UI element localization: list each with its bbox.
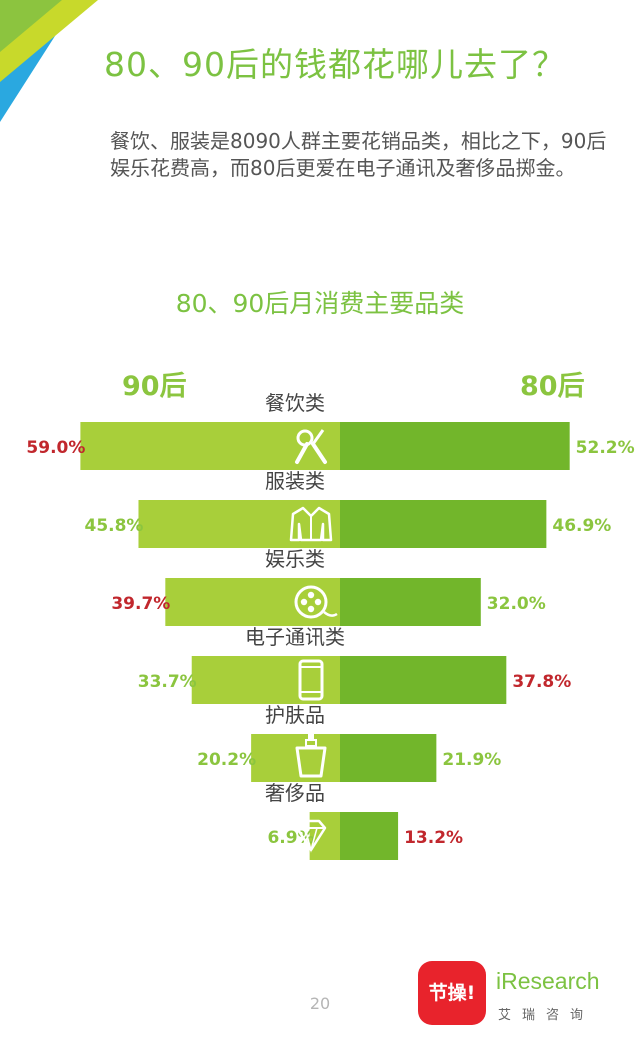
page-title: 80、90后的钱都花哪儿去了？ xyxy=(104,45,566,84)
bar-80s xyxy=(340,500,547,548)
value-label-80s: 32.0% xyxy=(487,594,546,614)
cosmetics-jar-icon xyxy=(295,734,327,778)
category-label: 娱乐类 xyxy=(265,547,325,571)
bar-90s xyxy=(165,578,340,626)
value-label-80s: 13.2% xyxy=(404,828,463,848)
phone-icon xyxy=(298,659,324,701)
jacket-icon xyxy=(289,506,333,542)
value-label-90s: 45.8% xyxy=(84,516,143,536)
chart-title: 80、90后月消费主要品类 xyxy=(175,289,465,318)
diamond-icon xyxy=(295,819,327,853)
bar-90s xyxy=(80,422,341,470)
category-label: 餐饮类 xyxy=(265,391,325,415)
value-label-90s: 33.7% xyxy=(138,672,197,692)
left-group-label: 90后 xyxy=(122,371,187,402)
bar-90s xyxy=(251,734,340,782)
value-label-90s: 6.9% xyxy=(267,828,314,848)
value-label-90s: 39.7% xyxy=(111,594,170,614)
iresearch-logo: iResearch 艾瑞咨询 xyxy=(496,962,636,1026)
bar-80s xyxy=(340,578,481,626)
category-label: 电子通讯类 xyxy=(245,625,345,649)
page-number: 20 xyxy=(309,994,331,1013)
value-label-80s: 21.9% xyxy=(442,750,501,770)
intro-text: 餐饮、服装是8090人群主要花销品类，相比之下，90后娱乐花费高，而80后更爱在… xyxy=(110,129,607,180)
value-label-80s: 37.8% xyxy=(512,672,571,692)
value-label-90s: 20.2% xyxy=(197,750,256,770)
iresearch-logo-cn: 艾瑞咨询 xyxy=(498,1008,595,1023)
fork-knife-icon xyxy=(295,429,327,464)
bar-80s xyxy=(340,812,399,860)
value-label-80s: 52.2% xyxy=(576,438,635,458)
value-label-90s: 59.0% xyxy=(26,438,85,458)
bar-80s xyxy=(340,422,570,470)
right-group-label: 80后 xyxy=(520,371,585,402)
category-label: 护肤品 xyxy=(265,703,325,727)
film-reel-icon xyxy=(294,585,338,619)
jiecao-logo: 节操! xyxy=(418,961,486,1025)
bar-90s xyxy=(191,656,340,704)
iresearch-logo-text: iResearch xyxy=(496,968,600,994)
category-label: 奢侈品 xyxy=(265,781,325,805)
value-label-80s: 46.9% xyxy=(552,516,611,536)
bar-80s xyxy=(340,734,437,782)
category-label: 服装类 xyxy=(265,469,325,493)
corner-decoration xyxy=(0,0,98,122)
bar-80s xyxy=(340,656,507,704)
butterfly-chart: 餐饮类 59.0% 52.2% 服装类 45.8% 46.9% 娱乐类 39.7% 32.0% 电… xyxy=(26,391,635,860)
